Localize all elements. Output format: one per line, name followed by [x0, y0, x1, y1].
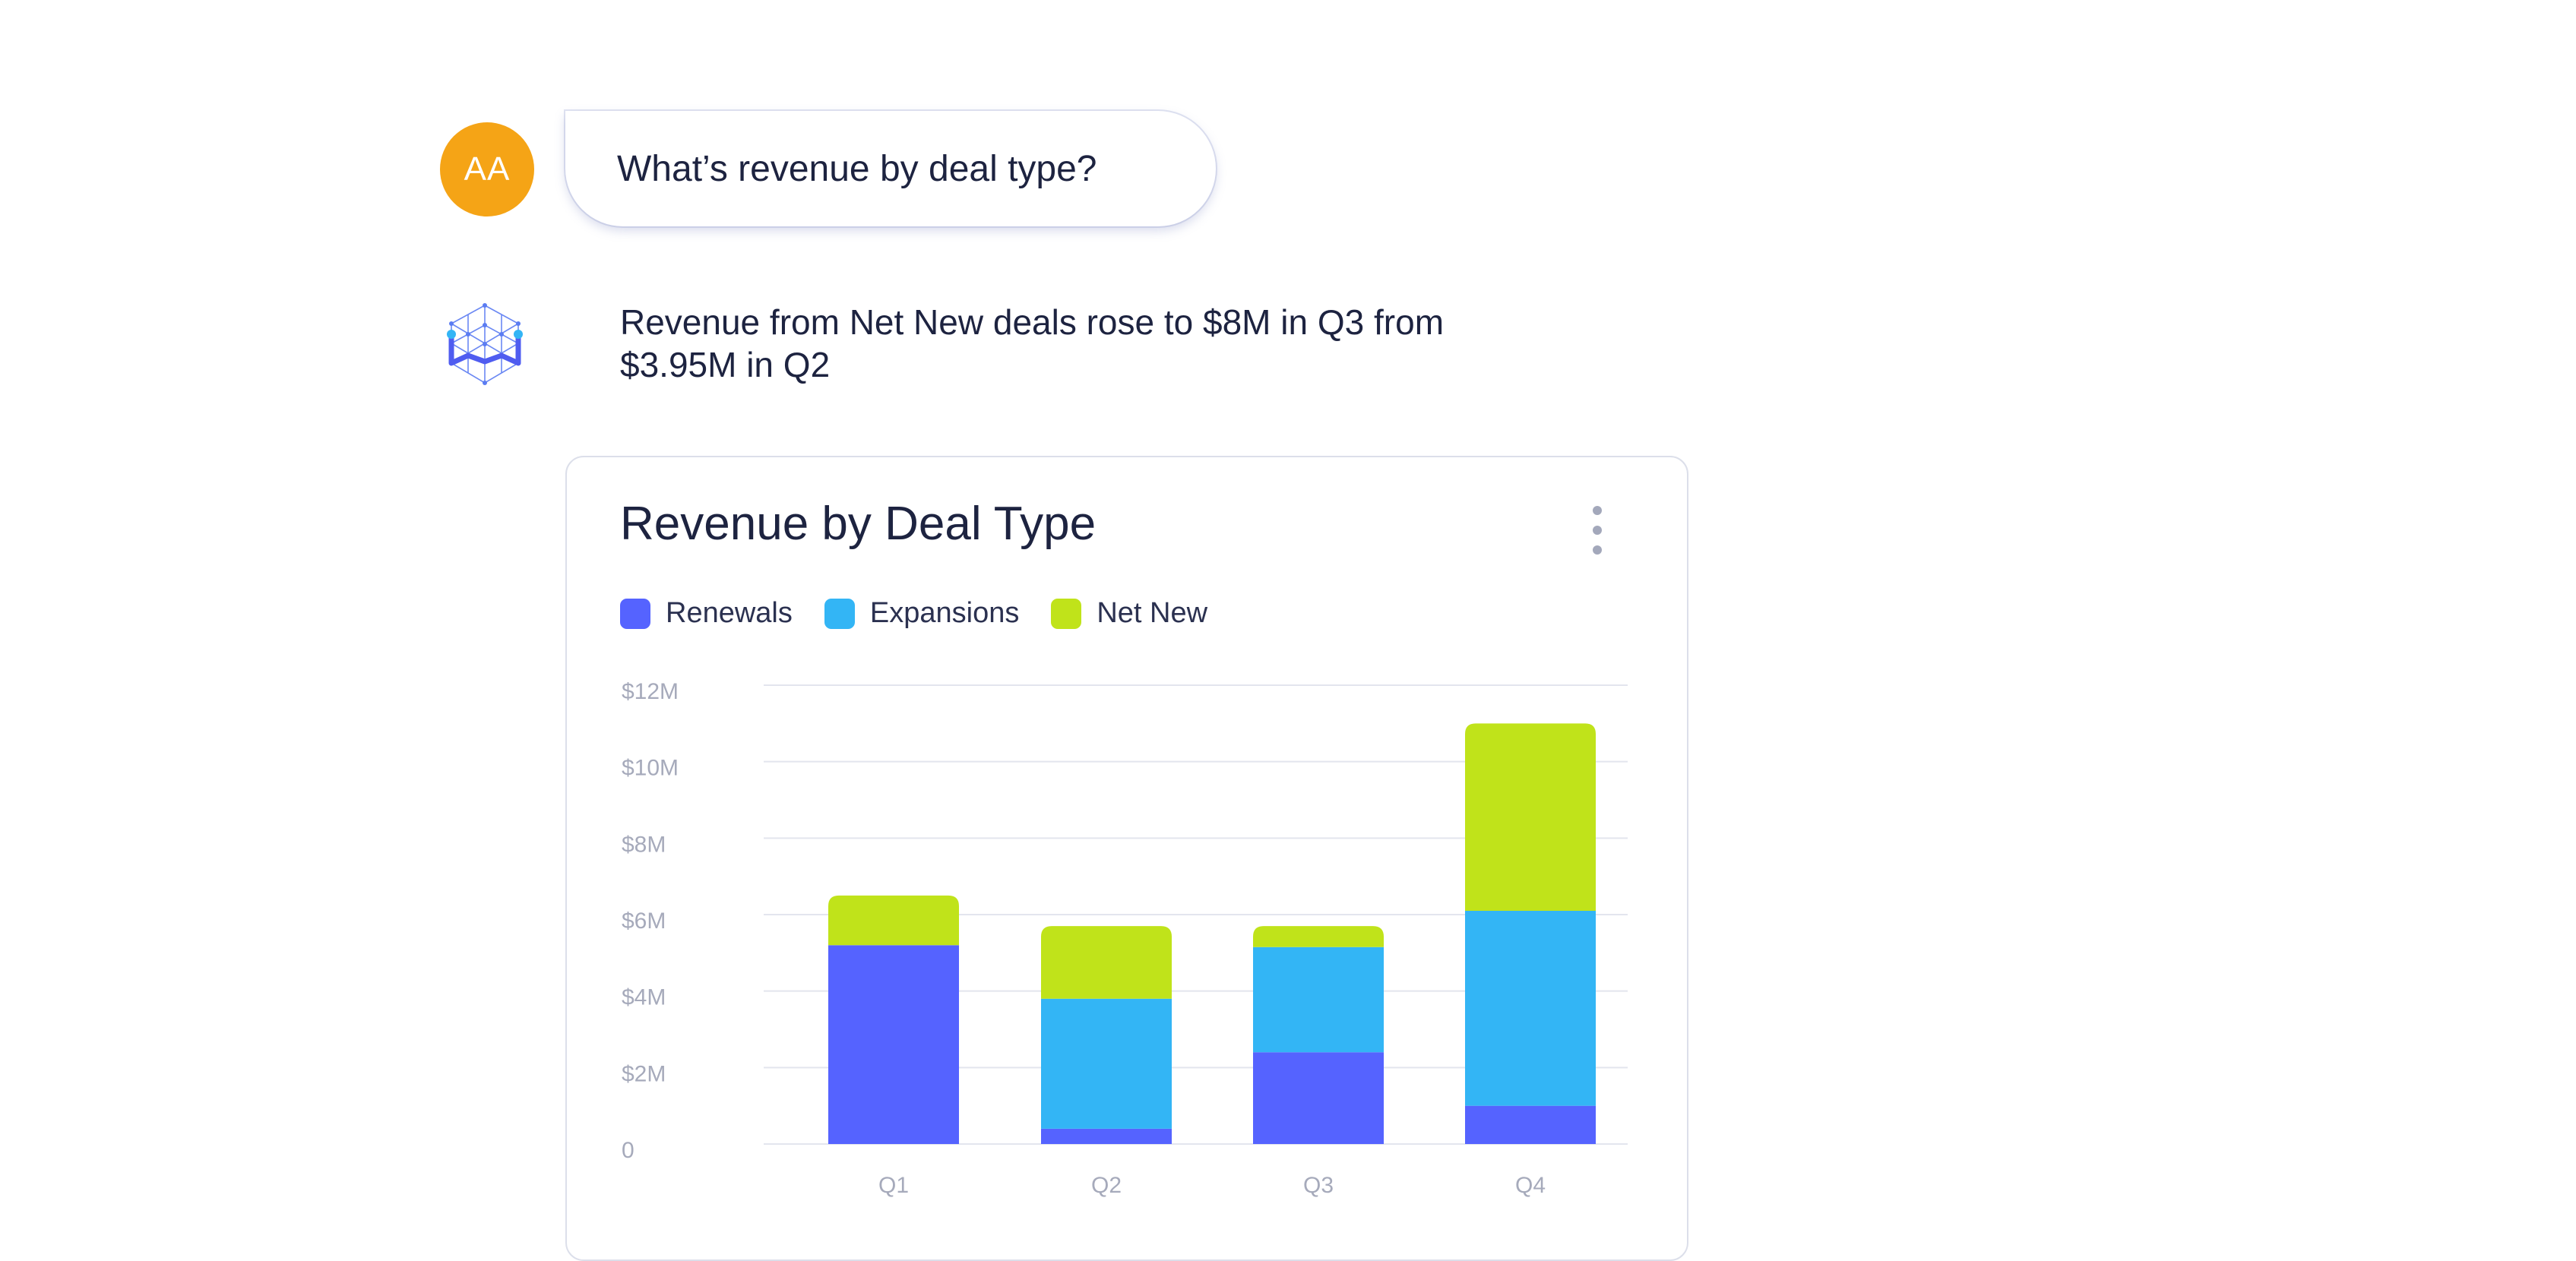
bar-q3-expansions [1253, 947, 1384, 1053]
bar-q1-renewals [828, 945, 959, 1144]
stacked-bar-chart: 0 $2M $4M $6M $8M $10M $12M Q1 Q2 Q3 Q4 [622, 679, 1628, 1198]
avatar-initials: AA [464, 150, 511, 188]
answer-line-1: Revenue from Net New deals rose to $8M i… [620, 302, 1445, 342]
legend-item-expansions[interactable]: Expansions [824, 597, 1019, 630]
y-tick-label: $10M [622, 756, 679, 781]
y-tick-label: 0 [622, 1138, 635, 1163]
bar-q2-renewals [1041, 1128, 1172, 1144]
bar-q4-net-new [1465, 723, 1596, 911]
y-tick-label: $2M [622, 1061, 666, 1086]
y-tick-label: $6M [622, 909, 666, 934]
bar-q3-renewals [1253, 1052, 1384, 1144]
bar-q1-net-new [828, 895, 959, 946]
x-tick-label: Q2 [1091, 1173, 1122, 1198]
legend-label-expansions: Expansions [869, 597, 1020, 629]
legend-item-net-new[interactable]: Net New [1051, 597, 1207, 630]
x-tick-label: Q1 [878, 1173, 909, 1198]
y-tick-label: $8M [622, 832, 666, 857]
assistant-answer-text: Revenue from Net New deals rose to $8M i… [620, 301, 1578, 386]
bar-q2-net-new [1041, 926, 1172, 999]
bar-q4-renewals [1465, 1105, 1596, 1144]
legend-label-net-new: Net New [1097, 597, 1208, 629]
legend-swatch-expansions [824, 598, 855, 629]
y-tick-label: $12M [622, 679, 679, 704]
network-cube-logo-icon [447, 302, 523, 386]
bar-q3-net-new [1253, 926, 1384, 947]
legend-swatch-net-new [1051, 598, 1082, 629]
bar-q4-expansions [1465, 910, 1596, 1106]
legend-item-renewals[interactable]: Renewals [620, 597, 793, 630]
bar-q2-expansions [1041, 998, 1172, 1129]
user-avatar: AA [440, 122, 534, 216]
x-tick-label: Q4 [1515, 1173, 1546, 1198]
legend-swatch-renewals [620, 598, 650, 629]
y-tick-label: $4M [622, 985, 666, 1010]
legend-label-renewals: Renewals [666, 597, 793, 629]
chart-title: Revenue by Deal Type [620, 498, 1097, 550]
user-message-text: What’s revenue by deal type? [617, 148, 1097, 189]
kebab-menu-icon[interactable] [1587, 501, 1609, 559]
chart-legend: Renewals Expansions Net New [620, 597, 1239, 630]
user-message-bubble: What’s revenue by deal type? [565, 111, 1216, 226]
answer-line-2: $3.95M in Q2 [620, 345, 831, 384]
x-tick-label: Q3 [1303, 1173, 1334, 1198]
